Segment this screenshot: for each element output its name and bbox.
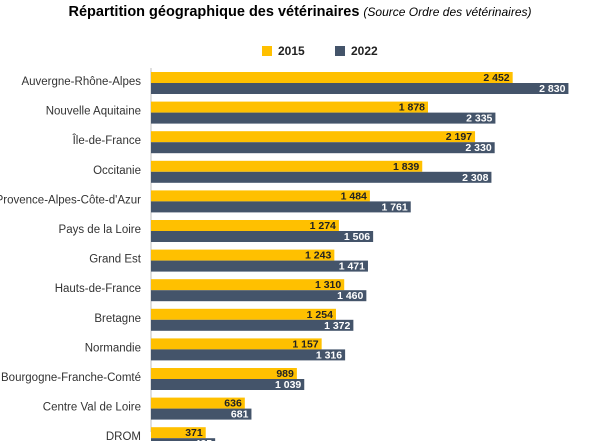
bar-2015: [151, 160, 423, 172]
category-label: Hauts-de-France: [55, 283, 141, 295]
data-label-2022: 435: [195, 438, 213, 441]
category-label: Provence-Alpes-Côte-d'Azur: [0, 194, 141, 206]
bar-2022: [151, 142, 495, 154]
bar-2015: [151, 427, 206, 439]
data-label-2022: 1 761: [381, 201, 407, 213]
bar-2022: [151, 231, 374, 242]
legend-swatch-2015: [262, 46, 272, 56]
category-label: Auvergne-Rhône-Alpes: [21, 76, 141, 88]
category-label: Île-de-France: [72, 134, 141, 147]
category-label: DROM: [106, 431, 141, 441]
bar-2022: [151, 260, 368, 272]
legend-swatch-2022: [335, 46, 345, 56]
data-label-2015: 1 484: [341, 190, 367, 202]
data-label-2015: 989: [276, 368, 294, 380]
legend-item-2022: 2022: [335, 44, 378, 58]
bar-2022: [151, 112, 496, 124]
data-label-2022: 1 471: [339, 261, 365, 273]
chart-subtitle: (Source Ordre des vétérinaires): [363, 5, 532, 19]
bar-2015: [151, 131, 476, 143]
data-label-2022: 1 039: [275, 379, 301, 391]
data-label-2015: 1 157: [292, 338, 318, 350]
legend-label-2015: 2015: [278, 44, 305, 58]
bar-2015: [151, 101, 429, 113]
bar-2015: [151, 308, 336, 320]
bar-2015: [151, 279, 345, 291]
data-label-2022: 1 460: [337, 290, 363, 302]
bar-2022: [151, 379, 305, 390]
chart-title-main: Répartition géographique des vétérinaire…: [68, 4, 360, 20]
bar-2022: [151, 319, 354, 331]
data-label-2022: 1 316: [316, 349, 342, 361]
data-label-2022: 1 372: [324, 320, 350, 332]
category-label: Nouvelle Aquitaine: [46, 106, 141, 118]
data-label-2022: 2 830: [539, 83, 565, 95]
data-label-2015: 371: [185, 427, 203, 439]
chart-title: Répartition géographique des vétérinaire…: [0, 4, 600, 20]
bar-2015: [151, 190, 370, 202]
category-label: Bretagne: [94, 313, 141, 325]
bar-2022: [151, 290, 367, 302]
category-label: Occitanie: [93, 165, 141, 177]
category-label: Grand Est: [89, 254, 142, 266]
data-label-2015: 2 452: [483, 72, 509, 84]
data-label-2015: 1 878: [399, 102, 425, 114]
legend-label-2022: 2022: [351, 44, 378, 58]
data-label-2015: 1 274: [310, 220, 336, 232]
bar-2015: [151, 338, 322, 350]
data-label-2015: 1 243: [305, 250, 331, 262]
bar-2015: [151, 220, 339, 231]
data-label-2022: 2 330: [465, 142, 491, 154]
bar-2015: [151, 72, 513, 83]
category-label: Pays de la Loire: [59, 224, 141, 236]
category-label: Centre Val de Loire: [43, 402, 141, 414]
bar-2022: [151, 171, 492, 183]
data-label-2015: 1 310: [315, 279, 341, 291]
bar-2022: [151, 83, 569, 94]
bar-2022: [151, 201, 411, 213]
data-label-2015: 1 254: [307, 309, 333, 321]
bar-2015: [151, 249, 335, 261]
category-label: Bourgogne-Franche-Comté: [1, 372, 141, 384]
data-label-2015: 1 839: [393, 161, 419, 173]
data-label-2015: 636: [224, 398, 242, 410]
data-label-2022: 2 308: [462, 172, 488, 184]
data-label-2022: 2 335: [466, 113, 492, 125]
chart-legend: 2015 2022: [0, 44, 600, 60]
data-label-2022: 681: [231, 409, 249, 421]
data-label-2022: 1 506: [344, 231, 370, 243]
data-label-2015: 2 197: [446, 131, 472, 143]
legend-item-2015: 2015: [262, 44, 305, 58]
bar-2022: [151, 408, 252, 420]
category-label: Normandie: [85, 342, 141, 354]
bar-2022: [151, 438, 216, 441]
bar-2015: [151, 368, 297, 379]
bar-2015: [151, 397, 245, 409]
bar-2022: [151, 349, 346, 361]
